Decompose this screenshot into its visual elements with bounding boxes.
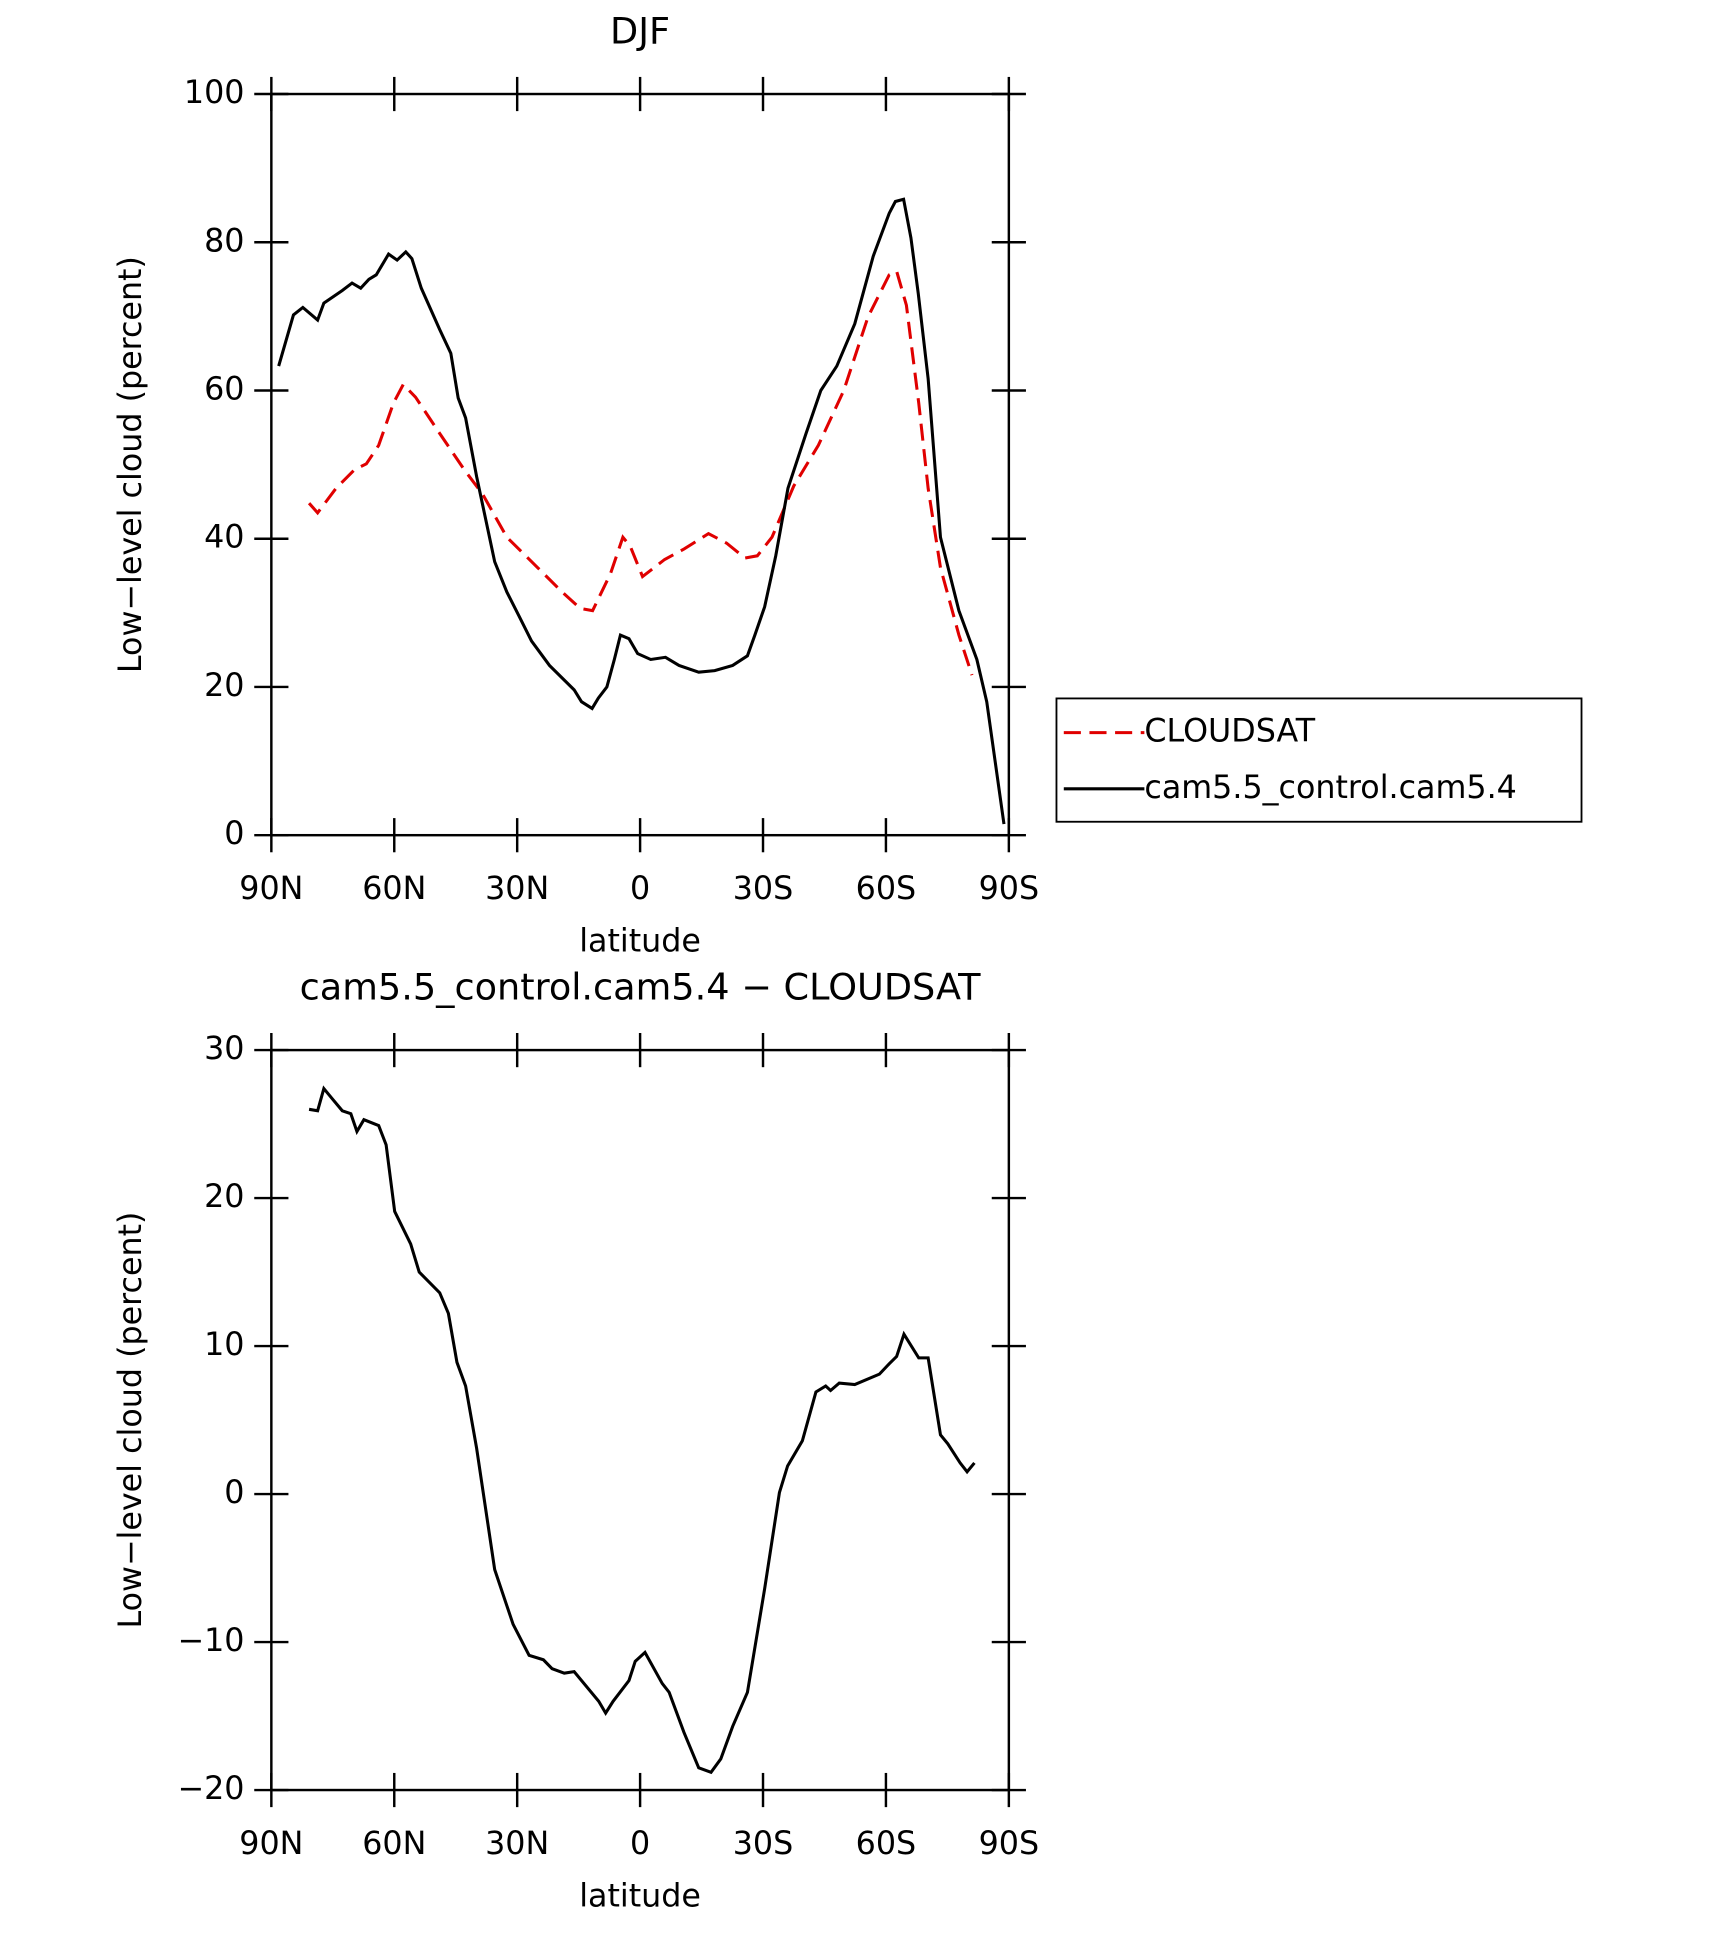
x-tick-label: 30N bbox=[485, 1826, 549, 1862]
y-tick-label: 100 bbox=[184, 75, 245, 111]
chart-title: cam5.5_control.cam5.4 − CLOUDSAT bbox=[300, 966, 982, 1009]
plot-frame bbox=[270, 92, 1011, 837]
y-tick-label: 20 bbox=[204, 1179, 244, 1215]
x-tick-label: 60N bbox=[362, 1826, 426, 1862]
y-tick-label: 0 bbox=[224, 816, 244, 852]
y-axis-label: Low−level cloud (percent) bbox=[113, 1212, 149, 1629]
y-tick-label: 30 bbox=[204, 1031, 244, 1067]
chart-title: DJF bbox=[610, 9, 670, 52]
data-line bbox=[307, 269, 974, 676]
y-tick-label: 60 bbox=[204, 371, 244, 407]
x-tick-label: 90N bbox=[239, 1826, 303, 1862]
y-tick-label: −20 bbox=[177, 1771, 244, 1807]
x-tick-label: 30S bbox=[733, 1826, 794, 1862]
x-tick-label: 60S bbox=[856, 871, 917, 907]
x-tick-label: 90S bbox=[979, 1826, 1040, 1862]
y-tick-label: 40 bbox=[204, 520, 244, 556]
data-line bbox=[308, 1085, 976, 1775]
x-tick-label: 0 bbox=[630, 1826, 650, 1862]
x-tick-label: 30S bbox=[733, 871, 794, 907]
x-tick-label: 30N bbox=[485, 871, 549, 907]
y-tick-label: 10 bbox=[204, 1327, 244, 1363]
legend-label: CLOUDSAT bbox=[1144, 714, 1315, 750]
x-tick-label: 0 bbox=[630, 871, 650, 907]
x-tick-label: 60S bbox=[856, 1826, 917, 1862]
y-tick-label: 20 bbox=[204, 668, 244, 704]
legend-box bbox=[1055, 697, 1583, 823]
y-tick-label: 0 bbox=[224, 1475, 244, 1511]
legend-label: cam5.5_control.cam5.4 bbox=[1144, 770, 1517, 806]
y-tick-label: 80 bbox=[204, 223, 244, 259]
data-line bbox=[277, 197, 1006, 825]
x-tick-label: 90S bbox=[979, 871, 1040, 907]
x-axis-label: latitude bbox=[579, 924, 701, 960]
y-axis-label: Low−level cloud (percent) bbox=[113, 256, 149, 673]
x-tick-label: 60N bbox=[362, 871, 426, 907]
y-tick-label: −10 bbox=[177, 1623, 244, 1659]
x-tick-label: 90N bbox=[239, 871, 303, 907]
plot-frame bbox=[270, 1048, 1011, 1792]
x-axis-label: latitude bbox=[579, 1878, 701, 1914]
